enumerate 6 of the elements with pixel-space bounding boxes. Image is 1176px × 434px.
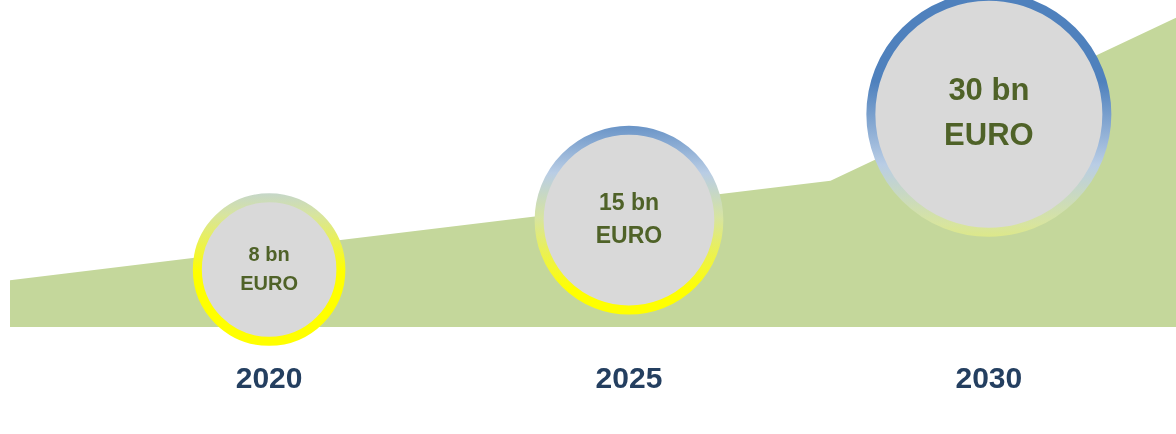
data-label: 30 bn EURO (944, 72, 1034, 153)
x-tick-label: 2025 (595, 361, 663, 395)
data-label: 15 bn EURO (595, 188, 663, 249)
x-tick-label: 2020 (235, 361, 303, 395)
data-label: 8 bn EURO (240, 242, 299, 294)
x-tick-label: 2030 (955, 361, 1023, 395)
